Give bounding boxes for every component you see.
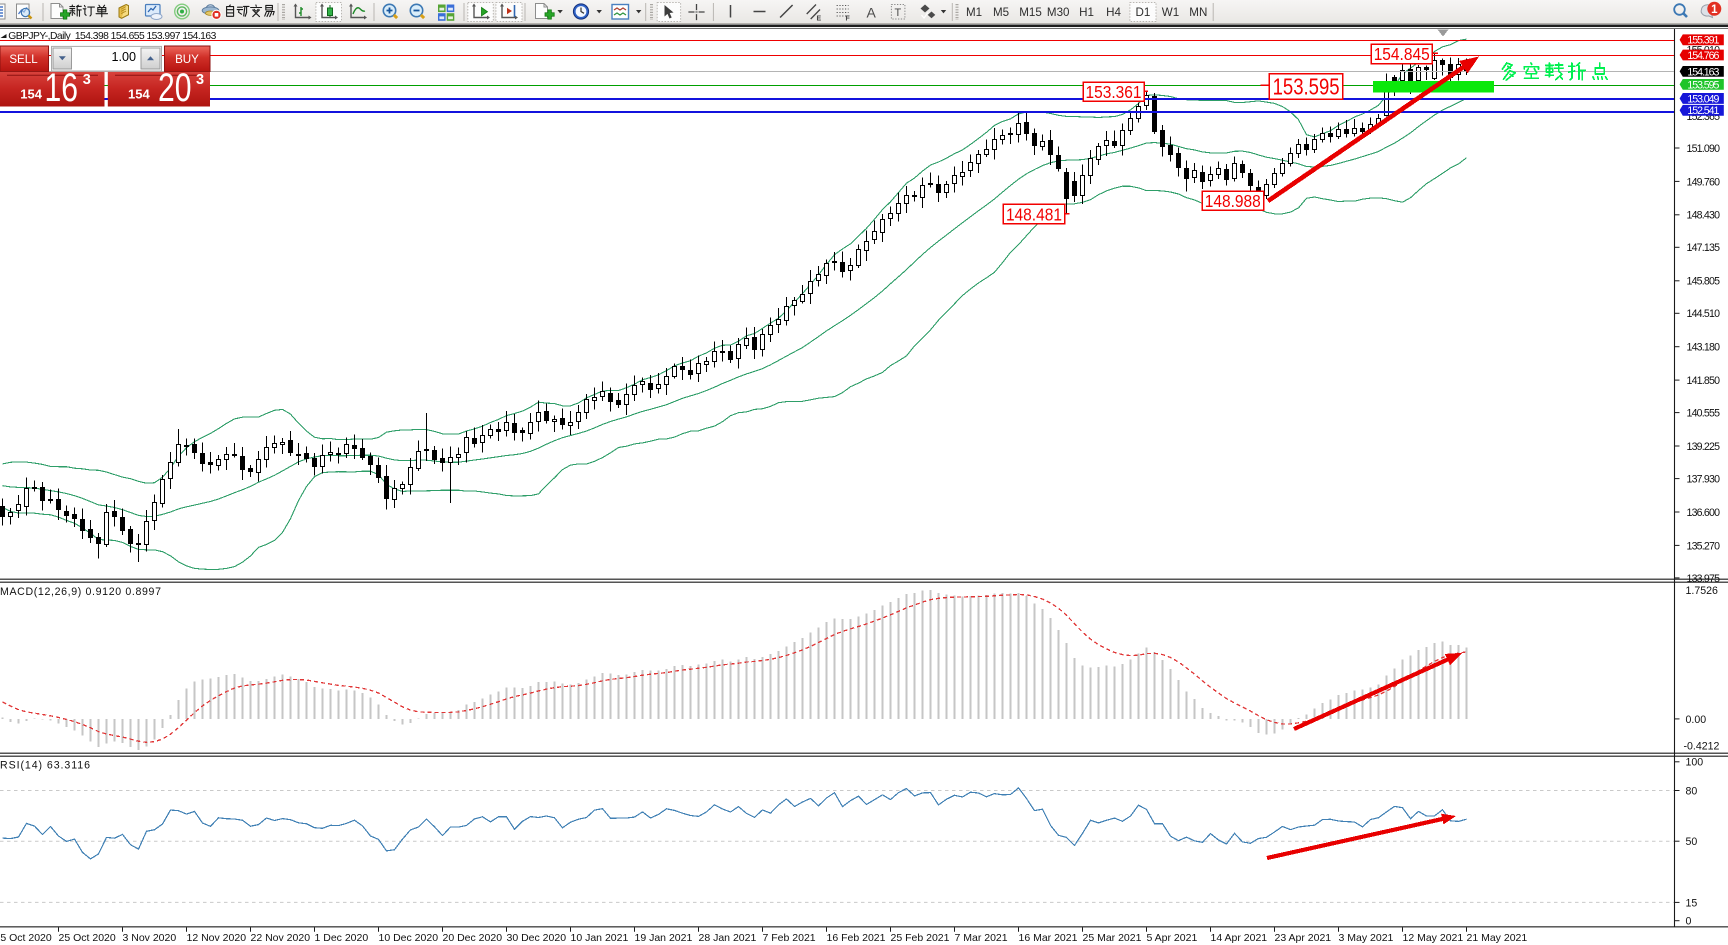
svg-text:H4: H4 bbox=[1106, 6, 1121, 19]
svg-text:144.510: 144.510 bbox=[1687, 308, 1721, 320]
svg-text:149.760: 149.760 bbox=[1687, 176, 1721, 188]
svg-text:25 Mar 2021: 25 Mar 2021 bbox=[1083, 932, 1142, 944]
svg-text:153.049: 153.049 bbox=[1687, 93, 1719, 105]
svg-text:148.430: 148.430 bbox=[1687, 210, 1721, 222]
svg-text:10 Dec 2020: 10 Dec 2020 bbox=[379, 932, 439, 944]
svg-text:T: T bbox=[895, 7, 902, 19]
svg-text:A: A bbox=[867, 5, 877, 21]
svg-text:0.00: 0.00 bbox=[1686, 714, 1707, 726]
svg-text:15 Oct 2020: 15 Oct 2020 bbox=[0, 932, 52, 944]
svg-text:12 May 2021: 12 May 2021 bbox=[1403, 932, 1464, 944]
svg-text:143.180: 143.180 bbox=[1687, 342, 1721, 354]
svg-text:137.930: 137.930 bbox=[1687, 474, 1721, 486]
svg-text:1.00: 1.00 bbox=[111, 50, 136, 64]
svg-text:12 Nov 2020: 12 Nov 2020 bbox=[187, 932, 247, 944]
svg-text:28 Jan 2021: 28 Jan 2021 bbox=[699, 932, 757, 944]
svg-text:139.225: 139.225 bbox=[1687, 441, 1721, 453]
svg-text:153.595: 153.595 bbox=[1687, 79, 1719, 91]
svg-text:154.163: 154.163 bbox=[1687, 66, 1719, 78]
svg-text:154: 154 bbox=[128, 87, 150, 102]
svg-text:W1: W1 bbox=[1162, 6, 1179, 19]
svg-text:14 Apr 2021: 14 Apr 2021 bbox=[1211, 932, 1268, 944]
svg-text:145.805: 145.805 bbox=[1687, 276, 1721, 288]
svg-text:20 Dec 2020: 20 Dec 2020 bbox=[443, 932, 503, 944]
svg-text:153.361: 153.361 bbox=[1086, 82, 1142, 102]
svg-text:M30: M30 bbox=[1047, 6, 1070, 19]
svg-text:3: 3 bbox=[196, 72, 204, 88]
svg-text:16: 16 bbox=[45, 66, 79, 110]
svg-text:21 May 2021: 21 May 2021 bbox=[1467, 932, 1528, 944]
svg-text:10 Jan 2021: 10 Jan 2021 bbox=[571, 932, 629, 944]
svg-text:22 Nov 2020: 22 Nov 2020 bbox=[251, 932, 311, 944]
svg-text:3: 3 bbox=[83, 72, 91, 88]
svg-text:19 Jan 2021: 19 Jan 2021 bbox=[635, 932, 693, 944]
svg-text:16 Mar 2021: 16 Mar 2021 bbox=[1019, 932, 1078, 944]
svg-text:136.600: 136.600 bbox=[1687, 507, 1721, 519]
svg-text:-0.4212: -0.4212 bbox=[1684, 741, 1720, 753]
svg-text:50: 50 bbox=[1686, 836, 1698, 848]
svg-text:7 Feb 2021: 7 Feb 2021 bbox=[763, 932, 816, 944]
svg-text:1: 1 bbox=[1711, 4, 1718, 16]
svg-text:BUY: BUY bbox=[175, 53, 199, 66]
svg-text:16 Feb 2021: 16 Feb 2021 bbox=[827, 932, 886, 944]
svg-text:155.391: 155.391 bbox=[1687, 35, 1719, 47]
svg-text:D1: D1 bbox=[1135, 6, 1150, 19]
svg-text:154.845: 154.845 bbox=[1374, 44, 1430, 64]
svg-text:H1: H1 bbox=[1079, 6, 1094, 19]
svg-text:141.850: 141.850 bbox=[1687, 375, 1721, 387]
svg-text:133.975: 133.975 bbox=[1687, 573, 1721, 585]
svg-text:1.7526: 1.7526 bbox=[1686, 585, 1719, 597]
svg-text:100: 100 bbox=[1686, 757, 1704, 769]
svg-text:148.481: 148.481 bbox=[1006, 204, 1062, 224]
svg-text:15: 15 bbox=[1686, 897, 1698, 909]
svg-text:MN: MN bbox=[1189, 6, 1207, 19]
svg-text:GBPJPY-,Daily 154.398 154.655: GBPJPY-,Daily 154.398 154.655 153.997 15… bbox=[8, 31, 216, 42]
svg-text:M15: M15 bbox=[1019, 6, 1042, 19]
svg-text:3 Nov 2020: 3 Nov 2020 bbox=[123, 932, 177, 944]
svg-text:1 Dec 2020: 1 Dec 2020 bbox=[315, 932, 369, 944]
svg-text:7 Mar 2021: 7 Mar 2021 bbox=[955, 932, 1008, 944]
svg-text:0: 0 bbox=[1686, 916, 1692, 928]
svg-text:30 Dec 2020: 30 Dec 2020 bbox=[507, 932, 567, 944]
svg-text:25 Oct 2020: 25 Oct 2020 bbox=[59, 932, 116, 944]
svg-text:E: E bbox=[817, 16, 822, 23]
svg-text:140.555: 140.555 bbox=[1687, 408, 1721, 420]
svg-text:RSI(14) 63.3116: RSI(14) 63.3116 bbox=[0, 759, 90, 771]
svg-text:SELL: SELL bbox=[9, 53, 38, 66]
svg-text:20: 20 bbox=[158, 66, 192, 110]
svg-text:151.090: 151.090 bbox=[1687, 143, 1721, 155]
svg-text:3 May 2021: 3 May 2021 bbox=[1339, 932, 1394, 944]
svg-text:80: 80 bbox=[1686, 785, 1698, 797]
svg-text:152.541: 152.541 bbox=[1687, 105, 1719, 117]
svg-text:154.766: 154.766 bbox=[1687, 50, 1719, 62]
svg-text:M1: M1 bbox=[966, 6, 982, 19]
svg-text:M5: M5 bbox=[993, 6, 1009, 19]
svg-text:153.595: 153.595 bbox=[1273, 73, 1340, 99]
svg-text:154: 154 bbox=[20, 87, 42, 102]
svg-text:25 Feb 2021: 25 Feb 2021 bbox=[891, 932, 950, 944]
svg-text:147.135: 147.135 bbox=[1687, 242, 1721, 254]
svg-text:148.988: 148.988 bbox=[1205, 191, 1261, 211]
svg-text:23 Apr 2021: 23 Apr 2021 bbox=[1275, 932, 1332, 944]
svg-text:135.270: 135.270 bbox=[1687, 540, 1721, 552]
svg-text:F: F bbox=[846, 16, 851, 23]
svg-text:5 Apr 2021: 5 Apr 2021 bbox=[1147, 932, 1198, 944]
svg-text:MACD(12,26,9) 0.9120 0.8997: MACD(12,26,9) 0.9120 0.8997 bbox=[0, 586, 161, 598]
